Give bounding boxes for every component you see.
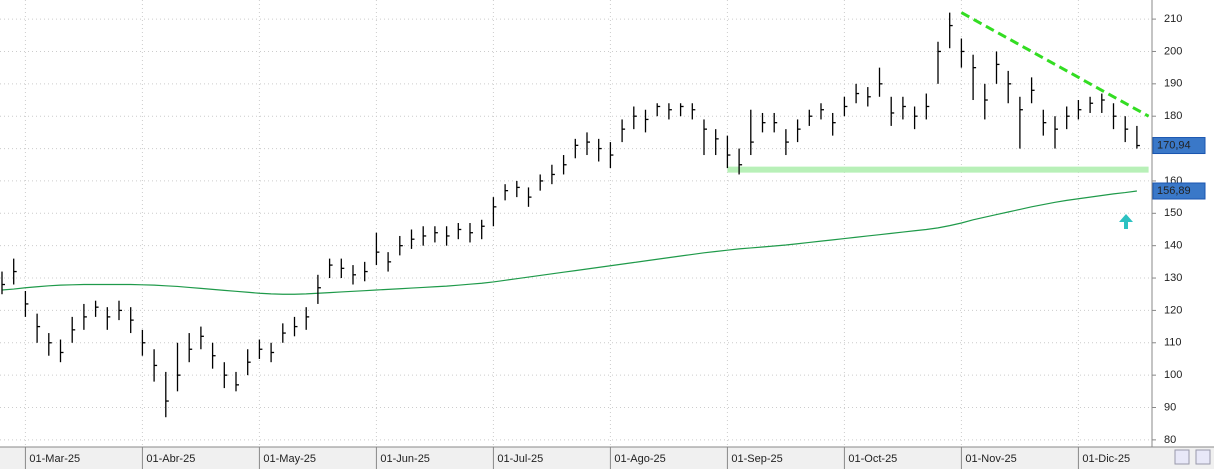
x-tick-label: 01-Dic-25 (1082, 453, 1130, 465)
scroll-button[interactable] (1174, 449, 1190, 465)
x-axis-strip (0, 447, 1214, 469)
y-tick-label: 120 (1164, 304, 1182, 316)
up-arrow (1119, 214, 1133, 229)
y-tick-label: 200 (1164, 45, 1182, 57)
x-tick-label: 01-Sep-25 (731, 453, 782, 465)
trend-line (960, 11, 1150, 118)
price-label-box (1152, 137, 1206, 155)
y-tick-label: 180 (1164, 110, 1182, 122)
y-tick-label: 190 (1164, 78, 1182, 90)
y-tick-label: 80 (1164, 434, 1176, 446)
layout-button[interactable] (1195, 449, 1211, 465)
y-tick-label: 100 (1164, 369, 1182, 381)
x-tick-label: 01-Jul-25 (497, 453, 543, 465)
y-tick-label: 210 (1164, 13, 1182, 25)
y-tick-label: 140 (1164, 240, 1182, 252)
price-label: 170,94 (1157, 139, 1191, 151)
y-tick-label: 110 (1164, 337, 1182, 349)
x-tick-label: 01-Oct-25 (848, 453, 897, 465)
x-tick-label: 01-Jun-25 (380, 453, 430, 465)
y-tick-label: 130 (1164, 272, 1182, 284)
x-tick-label: 01-Mar-25 (29, 453, 80, 465)
price-label-box (1152, 182, 1206, 200)
x-tick-label: 01-Ago-25 (614, 453, 665, 465)
moving-average (1, 190, 1137, 295)
price-label: 156,89 (1157, 185, 1191, 197)
y-tick-label: 90 (1164, 401, 1176, 413)
x-tick-label: 01-Abr-25 (146, 453, 195, 465)
y-tick-label: 150 (1164, 207, 1182, 219)
x-tick-label: 01-Nov-25 (965, 453, 1016, 465)
x-tick-label: 01-May-25 (263, 453, 316, 465)
